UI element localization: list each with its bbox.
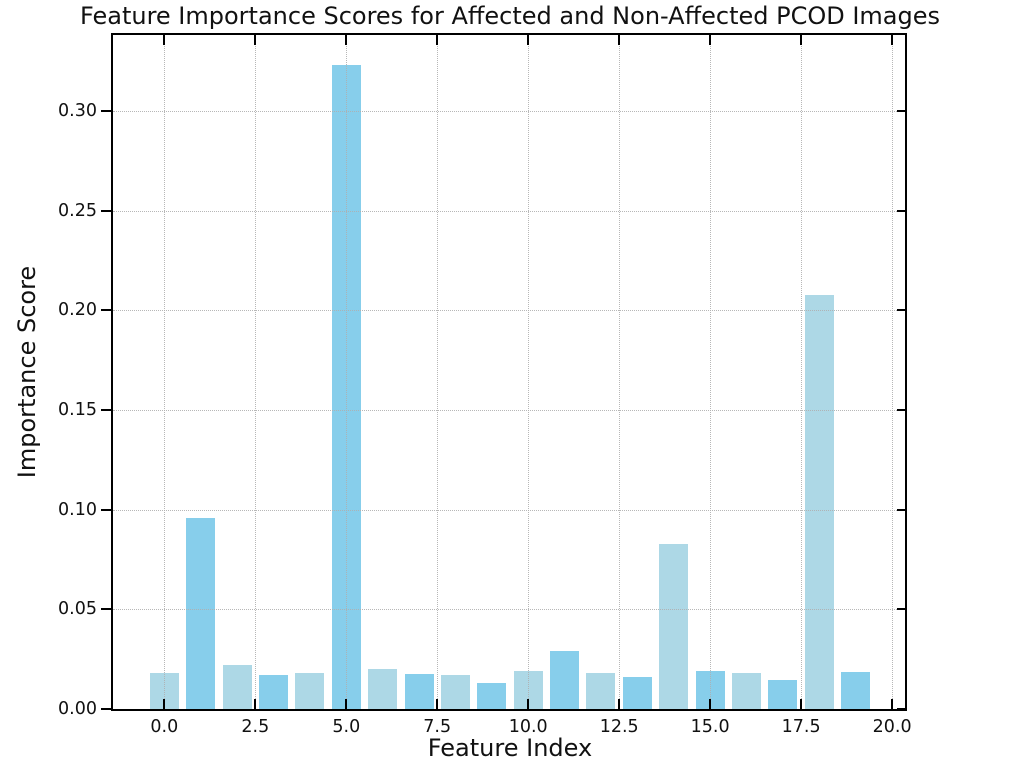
y-tick-right — [897, 508, 907, 511]
y-tick-left — [101, 309, 111, 312]
h-gridline — [113, 409, 907, 411]
x-tick-top — [163, 35, 166, 45]
chart-title: Feature Importance Scores for Affected a… — [79, 2, 941, 30]
x-tick-label: 0.0 — [150, 717, 179, 737]
y-tick-right — [897, 309, 907, 312]
bar — [368, 669, 398, 709]
x-tick-bottom — [709, 699, 712, 709]
h-gridline — [113, 709, 907, 710]
x-axis-label: Feature Index — [427, 734, 593, 762]
h-gridline — [113, 310, 907, 312]
y-tick-label: 0.20 — [58, 300, 97, 321]
v-gridline — [255, 35, 257, 709]
bar — [586, 673, 616, 709]
y-tick-left — [101, 708, 111, 710]
x-tick-label: 15.0 — [690, 717, 730, 737]
x-tick-label: 17.5 — [781, 717, 821, 737]
bar — [477, 683, 507, 709]
bar — [440, 675, 470, 709]
x-tick-bottom — [891, 699, 894, 709]
x-tick-top — [527, 35, 530, 45]
y-tick-right — [897, 708, 907, 710]
v-gridline — [346, 35, 348, 709]
y-tick-label: 0.05 — [58, 599, 97, 620]
x-tick-bottom — [527, 699, 530, 709]
x-tick-bottom — [163, 699, 166, 709]
y-tick-left — [101, 508, 111, 511]
x-tick-top — [254, 35, 257, 45]
h-gridline — [113, 509, 907, 511]
bar — [295, 673, 325, 709]
x-tick-bottom — [436, 699, 439, 709]
y-tick-label: 0.15 — [58, 399, 97, 420]
y-tick-left — [101, 408, 111, 411]
bar — [331, 64, 361, 709]
x-tick-label: 2.5 — [241, 717, 270, 737]
v-gridline — [710, 35, 712, 709]
h-gridline — [113, 110, 907, 112]
bar — [622, 677, 652, 709]
x-tick-label: 12.5 — [599, 717, 639, 737]
x-tick-bottom — [800, 699, 803, 709]
x-tick-bottom — [254, 699, 257, 709]
h-gridline — [113, 609, 907, 611]
v-gridline — [892, 35, 894, 709]
bar — [659, 543, 689, 709]
x-tick-top — [891, 35, 894, 45]
bar — [404, 674, 434, 709]
y-tick-left — [101, 109, 111, 112]
x-tick-top — [709, 35, 712, 45]
v-gridline — [164, 35, 166, 709]
y-tick-label: 0.25 — [58, 200, 97, 221]
y-tick-label: 0.30 — [58, 100, 97, 121]
bar — [550, 651, 580, 709]
v-gridline — [528, 35, 530, 709]
bar — [258, 675, 288, 709]
y-tick-label: 0.10 — [58, 499, 97, 520]
v-gridline — [801, 35, 803, 709]
bar — [841, 672, 871, 709]
x-tick-top — [618, 35, 621, 45]
x-tick-label: 20.0 — [872, 717, 912, 737]
bar — [222, 665, 252, 709]
x-tick-top — [436, 35, 439, 45]
y-axis-label: Importance Score — [13, 265, 41, 479]
x-tick-top — [345, 35, 348, 45]
x-tick-bottom — [618, 699, 621, 709]
y-tick-right — [897, 109, 907, 112]
x-tick-label: 10.0 — [508, 717, 548, 737]
y-tick-right — [897, 209, 907, 212]
x-tick-top — [800, 35, 803, 45]
y-tick-left — [101, 608, 111, 611]
y-tick-left — [101, 209, 111, 212]
h-gridline — [113, 210, 907, 212]
bar — [768, 680, 798, 709]
y-tick-right — [897, 608, 907, 611]
y-tick-label: 0.00 — [58, 699, 97, 719]
bar — [804, 295, 834, 709]
bar — [732, 673, 762, 709]
x-tick-label: 5.0 — [332, 717, 361, 737]
x-tick-label: 7.5 — [423, 717, 452, 737]
bar — [186, 517, 216, 709]
v-gridline — [619, 35, 621, 709]
y-tick-right — [897, 408, 907, 411]
v-gridline — [437, 35, 439, 709]
x-tick-bottom — [345, 699, 348, 709]
